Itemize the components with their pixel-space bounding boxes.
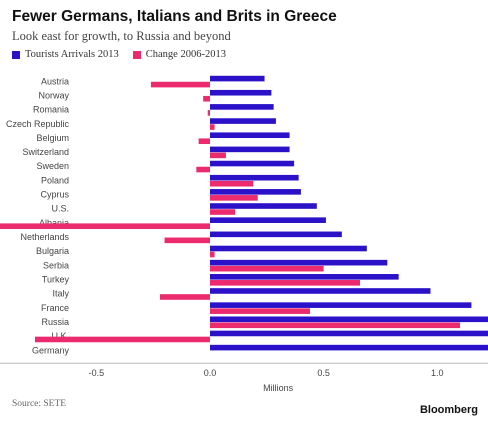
bar-arrivals (210, 231, 342, 238)
category-label: Czech Republic (6, 119, 70, 129)
category-label: Serbia (43, 260, 69, 270)
category-label: France (41, 303, 69, 313)
bar-arrivals (210, 189, 301, 195)
category-label: Netherlands (20, 232, 69, 242)
bar-change (198, 138, 210, 145)
bar-arrivals (210, 344, 488, 351)
bar-change (210, 195, 258, 201)
category-label: Poland (41, 175, 69, 185)
legend-swatch-arrivals (12, 50, 20, 59)
bar-arrivals (210, 316, 488, 323)
x-axis-title: Millions (263, 383, 294, 393)
source-note: Source: SETE (12, 399, 67, 409)
bar-arrivals (210, 104, 274, 110)
bar-arrivals (210, 75, 265, 82)
bar-arrivals (210, 330, 488, 337)
bar-change (210, 209, 235, 215)
legend-item-arrivals: Tourists Arrivals 2013 (12, 49, 119, 60)
x-tick-label: -0.5 (89, 368, 105, 378)
bar-arrivals (210, 203, 317, 209)
chart-title: Fewer Germans, Italians and Brits in Gre… (12, 8, 337, 25)
category-label: Turkey (42, 275, 70, 285)
bar-change (34, 336, 211, 343)
chart-legend: Tourists Arrivals 2013 Change 2006-2013 (12, 49, 240, 60)
bar-change (196, 166, 210, 173)
category-label: Austria (41, 76, 69, 86)
bar-arrivals (210, 259, 388, 266)
category-label: Italy (52, 289, 69, 299)
bar-change (210, 322, 461, 329)
x-tick-label: 1.0 (431, 368, 444, 378)
bar-arrivals (210, 132, 290, 139)
category-label: Albania (39, 218, 69, 228)
bloomberg-logo: Bloomberg (419, 404, 478, 416)
category-label: Belgium (36, 133, 69, 143)
bar-change (210, 308, 311, 314)
bar-arrivals (210, 146, 290, 153)
category-label: Switzerland (22, 147, 69, 157)
category-label: Sweden (36, 161, 69, 171)
category-label: Russia (41, 317, 69, 327)
bar-change (210, 152, 226, 159)
chart-subtitle: Look east for growth, to Russia and beyo… (12, 29, 231, 43)
legend-swatch-change (132, 50, 141, 59)
bar-change (0, 223, 210, 229)
category-label: Germany (32, 345, 70, 355)
bar-arrivals (210, 89, 272, 96)
category-label: U.K. (51, 331, 69, 341)
bar-change (210, 251, 215, 258)
bar-change (210, 265, 324, 272)
bar-change (210, 180, 254, 187)
legend-item-change: Change 2006-2013 (132, 49, 226, 60)
bar-arrivals (210, 217, 326, 223)
bar-change (207, 110, 210, 116)
x-tick-label: 0.5 (317, 368, 330, 378)
bar-arrivals (210, 302, 472, 308)
bar-change (159, 294, 210, 300)
legend-label-change: Change 2006-2013 (145, 49, 226, 60)
bar-change (150, 81, 210, 88)
category-label: Romania (33, 105, 69, 115)
x-tick-label: 0.0 (204, 368, 217, 378)
bar-arrivals (210, 245, 367, 252)
bar-change (210, 124, 215, 130)
category-label: Bulgaria (36, 246, 69, 256)
bar-arrivals (210, 174, 299, 181)
bar-arrivals (210, 160, 295, 167)
category-label: Cyprus (40, 190, 69, 200)
bar-arrivals (210, 118, 276, 124)
legend-label-arrivals: Tourists Arrivals 2013 (25, 49, 119, 60)
category-label: U.S. (51, 204, 69, 214)
bar-arrivals (210, 288, 431, 294)
category-label: Norway (38, 90, 69, 100)
bar-change (203, 95, 210, 102)
bar-change (164, 237, 210, 244)
bar-change (210, 280, 361, 286)
bar-arrivals (210, 274, 399, 280)
